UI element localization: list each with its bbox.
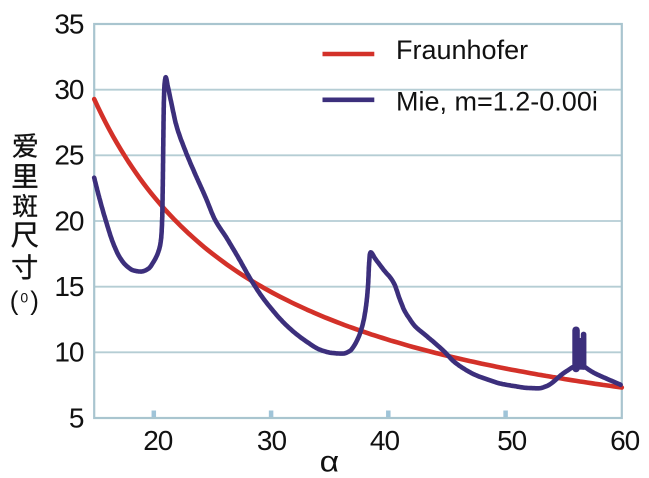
svg-text:40: 40 [370, 425, 400, 456]
svg-text:30: 30 [257, 425, 287, 456]
svg-text:20: 20 [54, 205, 84, 236]
svg-text:60: 60 [610, 425, 640, 456]
svg-text:10: 10 [54, 337, 84, 368]
svg-text:15: 15 [54, 271, 84, 302]
svg-text:Fraunhofer: Fraunhofer [396, 35, 528, 65]
svg-text:30: 30 [54, 74, 84, 105]
svg-text:50: 50 [497, 425, 527, 456]
svg-text:Mie, m=1.2-0.00i: Mie, m=1.2-0.00i [396, 87, 598, 117]
svg-text:25: 25 [54, 140, 84, 171]
svg-text:20: 20 [143, 425, 173, 456]
svg-text:5: 5 [69, 402, 84, 433]
svg-text:35: 35 [54, 8, 84, 39]
svg-text:α: α [320, 446, 340, 478]
